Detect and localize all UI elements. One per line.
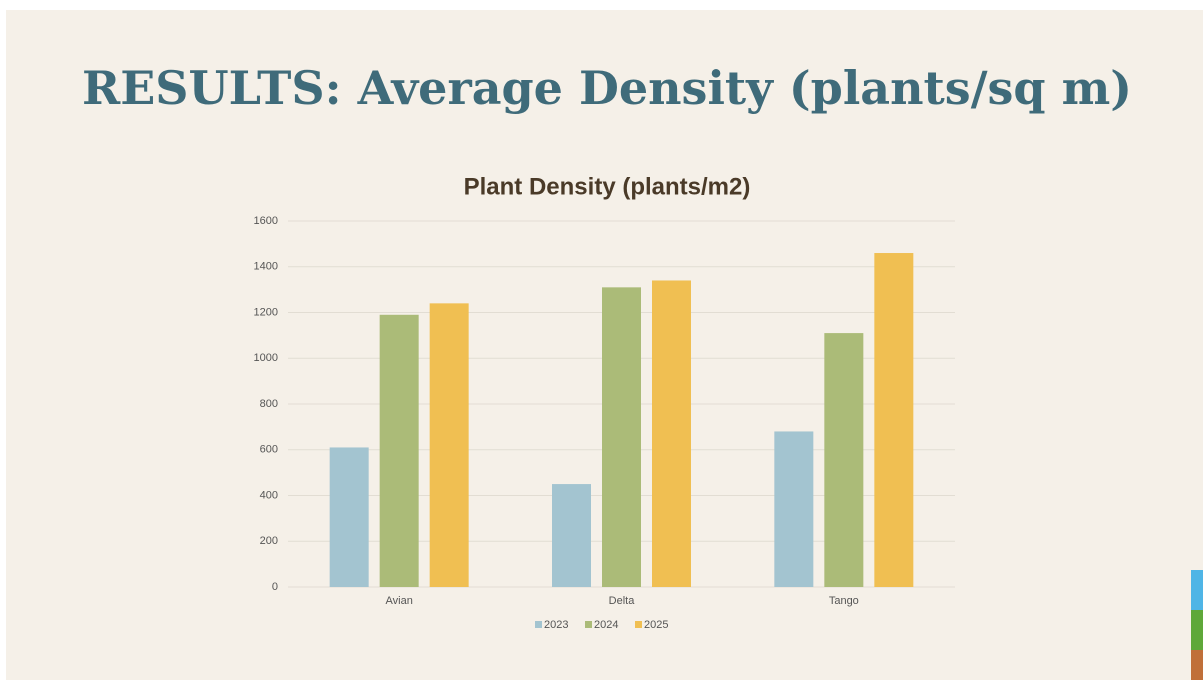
- y-tick-label: 600: [260, 444, 278, 456]
- bar: [652, 280, 691, 587]
- x-tick-label: Delta: [609, 595, 636, 607]
- bar: [379, 314, 419, 587]
- slide-title: RESULTS: Average Density (plants/sq m): [82, 61, 1132, 115]
- corner-image: [1191, 570, 1203, 680]
- y-tick-label: 1400: [254, 261, 278, 273]
- soil: [1191, 650, 1203, 680]
- bar: [824, 333, 864, 587]
- y-tick-label: 400: [260, 489, 278, 501]
- bar: [874, 253, 914, 587]
- chart-title: Plant Density (plants/m2): [464, 173, 751, 200]
- grass: [1191, 610, 1203, 650]
- bar: [552, 484, 591, 587]
- bar: [329, 447, 369, 587]
- bar: [429, 303, 469, 587]
- y-tick-label: 1200: [254, 306, 278, 318]
- y-tick-label: 1000: [254, 352, 278, 364]
- sky: [1191, 570, 1203, 610]
- legend-swatch: [535, 621, 542, 628]
- bar: [774, 431, 814, 587]
- legend-swatch: [635, 621, 642, 628]
- y-tick-label: 200: [260, 535, 278, 547]
- y-tick-label: 1600: [254, 215, 278, 227]
- legend-label: 2024: [594, 619, 618, 631]
- x-tick-label: Avian: [386, 595, 413, 607]
- legend-label: 2023: [544, 619, 568, 631]
- y-tick-label: 0: [272, 581, 278, 593]
- x-tick-label: Tango: [829, 595, 859, 607]
- legend-swatch: [585, 621, 592, 628]
- legend-label: 2025: [644, 619, 668, 631]
- bar: [602, 287, 641, 587]
- y-tick-label: 800: [260, 398, 278, 410]
